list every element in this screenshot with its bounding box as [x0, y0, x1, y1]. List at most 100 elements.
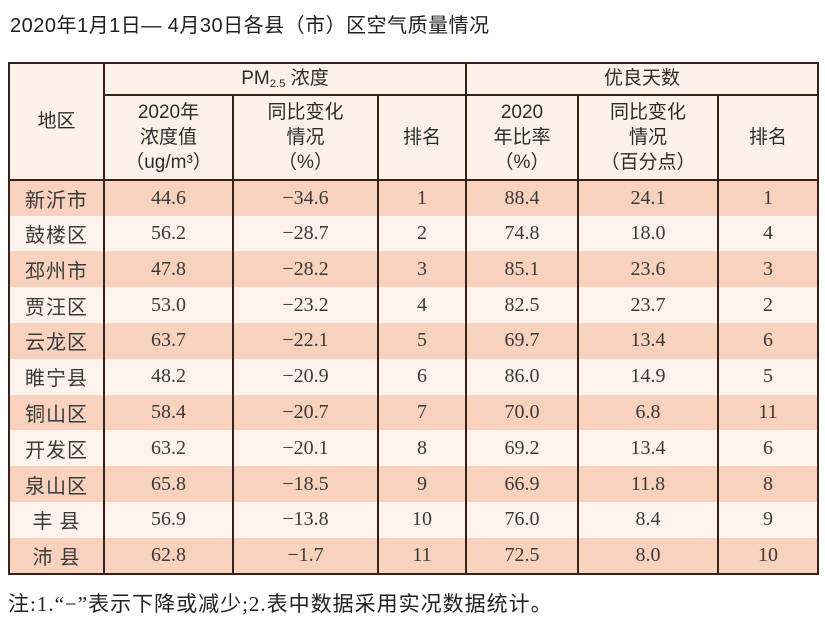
table-header: 地区 PM2.5 浓度 优良天数 2020年 浓度值 （ug/m³） 同比变化 …: [8, 62, 820, 181]
good-rank-cell: 1: [716, 179, 820, 216]
pm-value-cell: 44.6: [103, 179, 234, 216]
header-pm-value: 2020年 浓度值 （ug/m³）: [103, 93, 234, 181]
pm-rank-cell: 11: [377, 537, 467, 574]
pm-value-cell: 53.0: [103, 287, 234, 324]
region-cell: 铜山区: [8, 394, 105, 431]
pm-value-cell: 48.2: [103, 358, 234, 395]
header-region: 地区: [8, 62, 105, 181]
good-change-cell: 24.1: [577, 179, 719, 216]
pm-change-cell: −34.6: [232, 179, 379, 216]
pm-change-cell: −23.2: [232, 287, 379, 324]
good-rate-cell: 66.9: [465, 466, 579, 503]
page-title: 2020年1月1日— 4月30日各县（市）区空气质量情况: [10, 15, 490, 37]
pm-value-cell: 62.8: [103, 537, 234, 574]
good-rate-cell: 82.5: [465, 287, 579, 324]
pm25-label-prefix: PM: [241, 68, 270, 89]
good-rank-cell: 3: [716, 251, 820, 288]
header-group-good-days: 优良天数: [464, 62, 820, 96]
good-rank-cell: 9: [716, 502, 820, 538]
good-rank-cell: 6: [716, 430, 820, 467]
table-row: 泉山区 65.8 −18.5 9 66.9 11.8 8: [8, 466, 820, 503]
region-cell: 云龙区: [8, 323, 105, 359]
header-group-pm25: PM2.5 浓度: [103, 62, 467, 96]
good-rate-cell: 70.0: [465, 394, 579, 431]
header-good-rank: 排名: [716, 93, 820, 181]
region-cell: 睢宁县: [8, 358, 105, 395]
table-row: 丰 县 56.9 −13.8 10 76.0 8.4 9: [8, 502, 820, 538]
pm-rank-cell: 1: [377, 179, 467, 216]
table-row: 鼓楼区 56.2 −28.7 2 74.8 18.0 4: [8, 215, 820, 252]
table-row: 云龙区 63.7 −22.1 5 69.7 13.4 6: [8, 323, 820, 359]
table-row: 新沂市 44.6 −34.6 1 88.4 24.1 1: [8, 179, 820, 216]
header-sub-row: 2020年 浓度值 （ug/m³） 同比变化 情况 （%） 排名 2020 年比…: [9, 93, 820, 181]
good-rate-cell: 69.2: [465, 430, 579, 467]
header-good-rate: 2020 年比率 （%）: [465, 93, 579, 181]
region-cell: 开发区: [8, 430, 105, 467]
pm-change-cell: −13.8: [232, 502, 379, 538]
table-row: 邳州市 47.8 −28.2 3 85.1 23.6 3: [8, 251, 820, 288]
header-good-change: 同比变化 情况 （百分点）: [577, 93, 719, 181]
pm-change-cell: −20.1: [232, 430, 379, 467]
good-change-cell: 13.4: [577, 323, 719, 359]
header-pm-rank: 排名: [377, 93, 467, 181]
pm-value-cell: 56.9: [103, 502, 234, 538]
good-rate-cell: 85.1: [465, 251, 579, 288]
pm-value-cell: 63.7: [103, 323, 234, 359]
good-rate-cell: 74.8: [465, 215, 579, 252]
pm-rank-cell: 9: [377, 466, 467, 503]
pm-rank-cell: 6: [377, 358, 467, 395]
good-change-cell: 8.0: [577, 537, 719, 574]
pm-value-cell: 63.2: [103, 430, 234, 467]
region-cell: 鼓楼区: [8, 215, 105, 252]
good-rate-cell: 69.7: [465, 323, 579, 359]
good-rank-cell: 4: [716, 215, 820, 252]
good-rate-cell: 88.4: [465, 179, 579, 216]
good-rate-cell: 76.0: [465, 502, 579, 538]
pm-change-cell: −28.2: [232, 251, 379, 288]
region-cell: 泉山区: [8, 466, 105, 503]
air-quality-table: 地区 PM2.5 浓度 优良天数 2020年 浓度值 （ug/m³） 同比变化 …: [8, 62, 820, 575]
good-rank-cell: 2: [716, 287, 820, 324]
pm-value-cell: 47.8: [103, 251, 234, 288]
good-rank-cell: 10: [716, 537, 820, 574]
pm-change-cell: −22.1: [232, 323, 379, 359]
table-row: 开发区 63.2 −20.1 8 69.2 13.4 6: [8, 430, 820, 467]
table-row: 睢宁县 48.2 −20.9 6 86.0 14.9 5: [8, 358, 820, 395]
table-row: 铜山区 58.4 −20.7 7 70.0 6.8 11: [8, 394, 820, 431]
footnote: 注:1.“−”表示下降或减少;2.表中数据采用实况数据统计。: [8, 592, 553, 616]
good-rank-cell: 6: [716, 323, 820, 359]
pm-rank-cell: 10: [377, 502, 467, 538]
good-change-cell: 23.6: [577, 251, 719, 288]
pm-change-cell: −1.7: [232, 537, 379, 574]
pm-change-cell: −20.7: [232, 394, 379, 431]
good-change-cell: 6.8: [577, 394, 719, 431]
good-rank-cell: 8: [716, 466, 820, 503]
pm-rank-cell: 5: [377, 323, 467, 359]
header-group-row: 地区 PM2.5 浓度 优良天数: [8, 62, 820, 181]
pm-value-cell: 58.4: [103, 394, 234, 431]
pm-rank-cell: 4: [377, 287, 467, 324]
table-row: 沛 县 62.8 −1.7 11 72.5 8.0 10: [8, 537, 820, 574]
good-rank-cell: 11: [716, 394, 820, 431]
good-change-cell: 23.7: [577, 287, 719, 324]
region-cell: 沛 县: [8, 537, 105, 574]
region-cell: 贾汪区: [8, 287, 105, 324]
pm-value-cell: 56.2: [103, 215, 234, 252]
pm-rank-cell: 7: [377, 394, 467, 431]
good-change-cell: 8.4: [577, 502, 719, 538]
table-row: 贾汪区 53.0 −23.2 4 82.5 23.7 2: [8, 287, 820, 324]
region-cell: 丰 县: [8, 502, 105, 538]
good-change-cell: 11.8: [577, 466, 719, 503]
pm-change-cell: −20.9: [232, 358, 379, 395]
pm-rank-cell: 3: [377, 251, 467, 288]
header-pm-change: 同比变化 情况 （%）: [232, 93, 379, 181]
good-change-cell: 18.0: [577, 215, 719, 252]
good-rate-cell: 86.0: [465, 358, 579, 395]
region-cell: 邳州市: [8, 251, 105, 288]
pm-change-cell: −28.7: [232, 215, 379, 252]
pm-rank-cell: 2: [377, 215, 467, 252]
good-rank-cell: 5: [716, 358, 820, 395]
good-change-cell: 14.9: [577, 358, 719, 395]
good-rate-cell: 72.5: [465, 537, 579, 574]
pm-change-cell: −18.5: [232, 466, 379, 503]
